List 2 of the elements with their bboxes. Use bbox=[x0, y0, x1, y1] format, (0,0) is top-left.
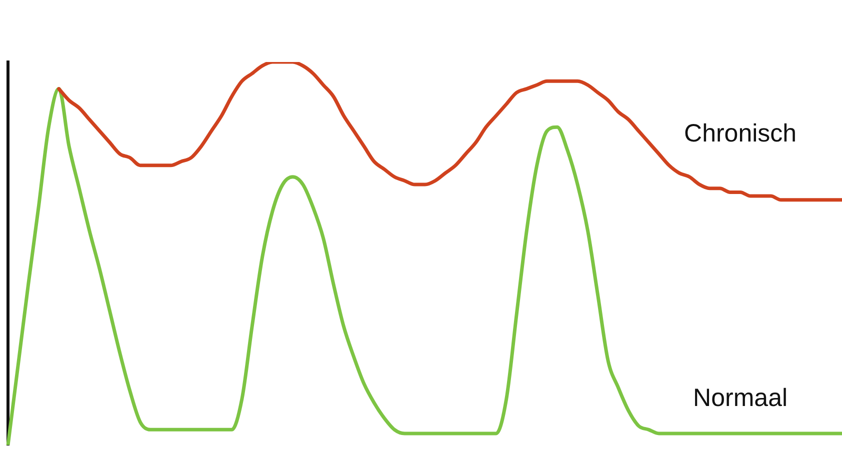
series-label: Normaal bbox=[693, 384, 788, 412]
series-label: Chronisch bbox=[684, 120, 797, 148]
